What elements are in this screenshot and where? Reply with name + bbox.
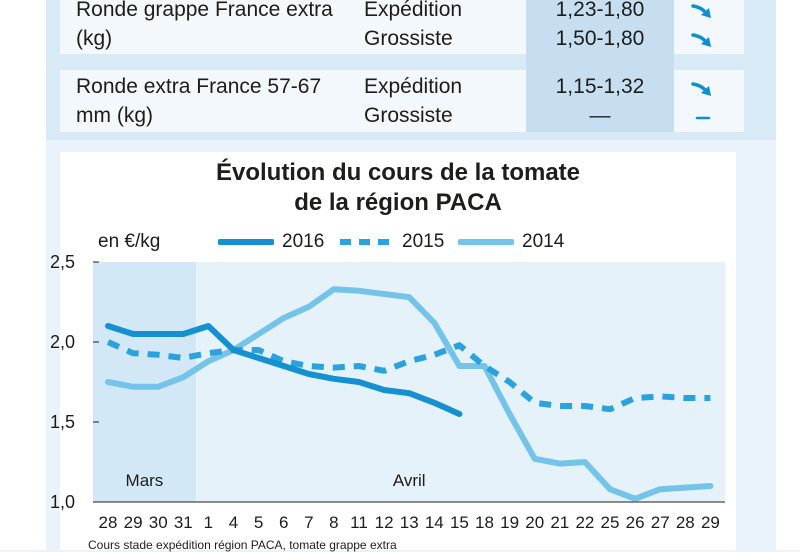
channel-name: Expédition — [364, 75, 463, 98]
legend-label: 2016 — [282, 231, 325, 252]
trend-list — [690, 0, 730, 58]
series-line-2015 — [106, 339, 711, 413]
month-label-mars: Mars — [126, 471, 164, 490]
x-tick-label: 14 — [425, 513, 444, 532]
chart-subtitle: de la région PACA — [294, 189, 502, 216]
channel-list: Expédition Grossiste — [364, 72, 514, 130]
x-tick-label: 27 — [651, 513, 670, 532]
series-line-2014 — [105, 286, 714, 502]
channel-name: Grossiste — [364, 104, 453, 127]
page-margin-left — [0, 0, 46, 550]
x-tick-label: 6 — [279, 513, 288, 532]
x-tick-label: 29 — [124, 513, 143, 532]
x-tick-label: 20 — [525, 513, 544, 532]
price-value: 1,15-1,32 — [555, 75, 645, 98]
x-tick-label: 25 — [601, 513, 620, 532]
page-margin-right — [776, 0, 800, 550]
price-value: 1,50-1,80 — [555, 27, 645, 50]
legend-swatch-light — [458, 239, 514, 245]
series-line-2016 — [105, 323, 463, 417]
x-tick-label: 4 — [229, 513, 238, 532]
x-tick-label: 31 — [174, 513, 193, 532]
product-name: Ronde extra France 57-67 mm (kg) — [76, 75, 322, 127]
chart-caption: Cours stade expédition région PACA, toma… — [88, 538, 397, 552]
x-tick-label: 8 — [329, 513, 338, 532]
x-tick-label: 26 — [626, 513, 645, 532]
x-tick-label: 29 — [701, 513, 720, 532]
x-tick-label: 5 — [254, 513, 263, 532]
legend-label: 2014 — [522, 231, 565, 252]
product-name: Ronde grappe France extra (kg) — [76, 0, 333, 50]
y-axis-unit-label: en €/kg — [98, 231, 161, 252]
trend-stable-dash-icon — [695, 116, 711, 120]
x-tick-label: 28 — [676, 513, 695, 532]
trend-down-arrow-icon — [691, 4, 711, 18]
x-tick-label: 30 — [149, 513, 168, 532]
channel-list: Expédition Grossiste — [364, 0, 514, 53]
trend-down-arrow-icon — [691, 82, 711, 96]
x-tick-label: 19 — [500, 513, 519, 532]
x-tick-label: 12 — [375, 513, 394, 532]
x-tick-label: 21 — [550, 513, 569, 532]
channel-name: Expédition — [364, 0, 463, 21]
price-table: Ronde grappe France extra (kg) Expéditio… — [60, 0, 744, 132]
y-tick-label: 1,5 — [50, 412, 75, 432]
month-label-avril: Avril — [393, 471, 426, 490]
x-tick-label: 22 — [575, 513, 594, 532]
chart-title: Évolution du cours de la tomate — [215, 159, 581, 186]
y-tick-label: 2,5 — [50, 252, 75, 272]
channel-name: Grossiste — [364, 27, 453, 50]
y-tick-label: 2,0 — [50, 332, 75, 352]
x-tick-label: 11 — [350, 513, 368, 532]
x-tick-label: 15 — [450, 513, 469, 532]
legend-swatch-solid — [218, 239, 274, 245]
legend-swatch-dashed — [340, 239, 392, 245]
trend-list — [690, 78, 730, 136]
y-tick-label: 1,0 — [50, 492, 75, 512]
price-list: 1,23-1,80 1,50-1,80 — [526, 0, 674, 53]
price-value: 1,23-1,80 — [555, 0, 645, 21]
price-column — [526, 0, 674, 132]
price-list: 1,15-1,32 — — [526, 72, 674, 130]
x-tick-label: 13 — [400, 513, 419, 532]
price-value: — — [589, 104, 611, 127]
x-tick-label: 18 — [475, 513, 494, 532]
plot-area — [93, 262, 725, 502]
x-tick-label: 28 — [99, 513, 118, 532]
x-tick-label: 1 — [204, 513, 213, 532]
x-tick-label: 7 — [304, 513, 313, 532]
chart-title-block: Évolution du cours de la tomate de la ré… — [60, 158, 736, 218]
legend-label: 2015 — [402, 231, 445, 252]
trend-down-arrow-icon — [691, 33, 711, 47]
